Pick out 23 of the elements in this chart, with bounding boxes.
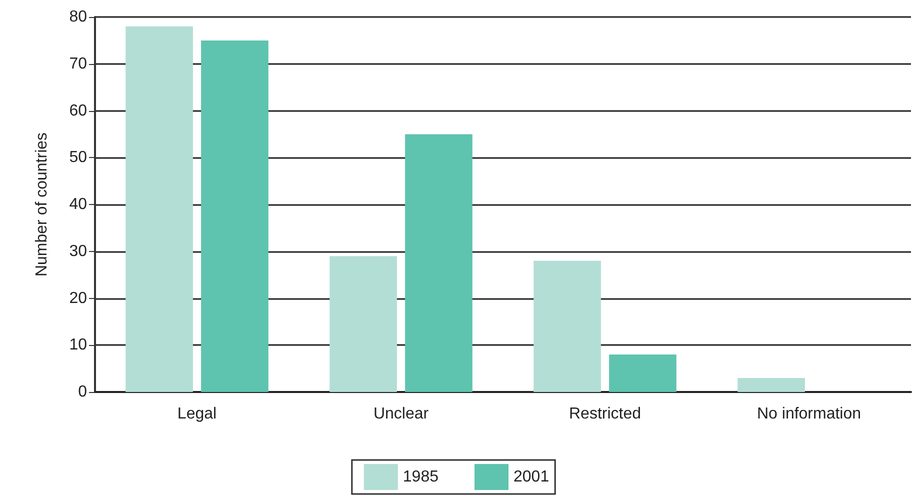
bar (534, 260, 601, 392)
x-tick-label: No information (756, 406, 862, 422)
y-tick-label: 10 (69, 336, 88, 354)
bar (609, 354, 676, 392)
y-tick-label: 20 (69, 290, 88, 307)
y-tick-label: 70 (69, 55, 88, 72)
x-tick-label: Unclear (373, 406, 430, 422)
y-tick-label: 50 (69, 149, 88, 166)
legend-label: 1985 (402, 468, 439, 486)
bar (330, 256, 397, 392)
bar (126, 26, 193, 392)
bar (201, 40, 268, 392)
legend-label: 2001 (514, 468, 550, 486)
y-tick-label: 0 (78, 384, 88, 400)
y-tick-label: 60 (69, 102, 88, 120)
bar (405, 134, 472, 392)
x-tick-label: Restricted (568, 406, 642, 422)
bar (738, 378, 805, 392)
x-tick-label: Legal (177, 406, 217, 422)
y-tick-label: 40 (69, 196, 88, 213)
y-axis-title: Number of countries (34, 132, 50, 277)
y-tick-label: 80 (69, 8, 88, 26)
y-tick-label: 30 (69, 242, 88, 260)
